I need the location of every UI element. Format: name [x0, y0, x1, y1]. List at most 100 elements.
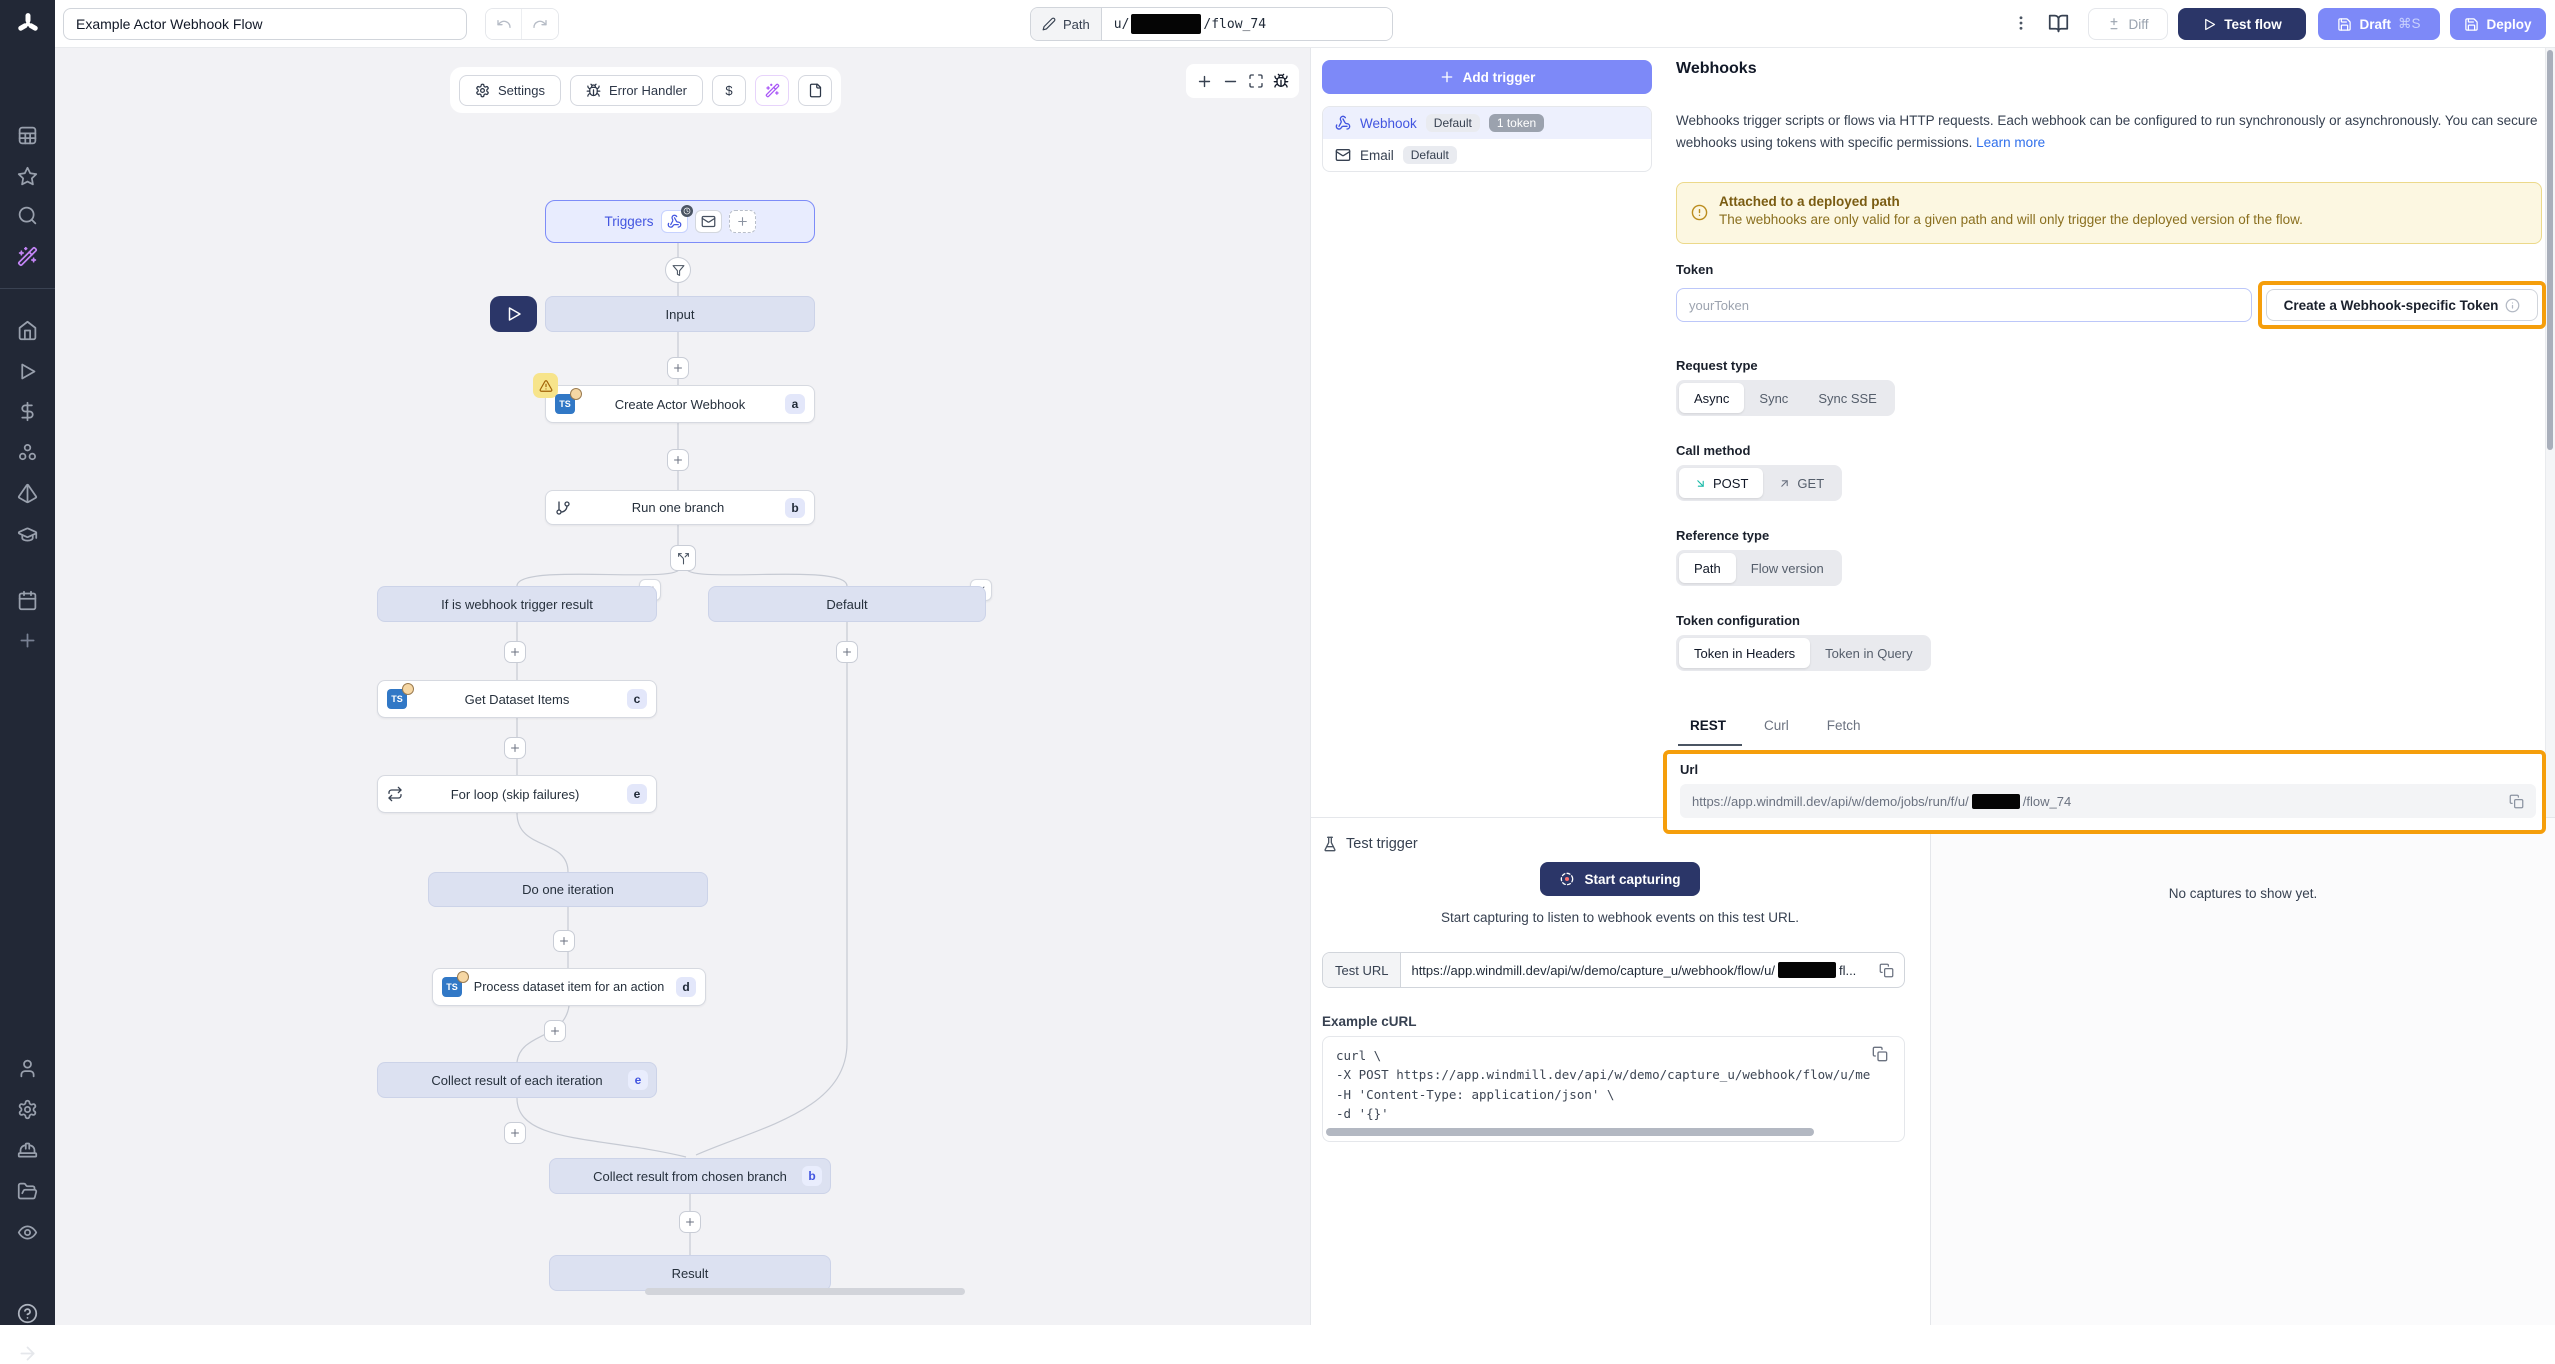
node-result[interactable]: Result	[549, 1255, 831, 1291]
tab-curl[interactable]: Curl	[1764, 718, 1789, 733]
test-flow-button[interactable]: Test flow	[2178, 8, 2306, 40]
expand-arrow-icon[interactable]	[17, 1343, 38, 1364]
node-create-actor-webhook[interactable]: TS Create Actor Webhook a	[533, 373, 815, 423]
undo-button[interactable]	[486, 9, 522, 39]
runs-play-icon[interactable]	[17, 361, 38, 382]
help-icon[interactable]	[17, 1303, 38, 1324]
zoom-in-icon[interactable]	[1196, 73, 1213, 90]
variables-dollar-icon[interactable]	[17, 401, 38, 422]
node-process-dataset-item[interactable]: TS Process dataset item for an action d	[432, 968, 706, 1006]
insert-step-button[interactable]	[679, 1211, 701, 1233]
node-triggers[interactable]: Triggers	[545, 200, 815, 243]
tab-rest[interactable]: REST	[1690, 718, 1727, 733]
error-handler-button[interactable]: Error Handler	[569, 74, 704, 106]
variables-button[interactable]: $	[712, 74, 747, 106]
node-run-one-branch[interactable]: Run one branch b	[545, 490, 815, 525]
node-branch-default[interactable]: Default	[708, 586, 986, 622]
deploy-button[interactable]: Deploy	[2450, 8, 2546, 40]
insert-step-button[interactable]	[544, 1020, 566, 1042]
fit-view-icon[interactable]	[1248, 73, 1264, 89]
ai-wand-button[interactable]	[755, 74, 790, 106]
start-capturing-button[interactable]: Start capturing	[1540, 862, 1700, 896]
curl-horizontal-scrollbar[interactable]	[1326, 1128, 1814, 1136]
input-filter-node[interactable]	[665, 257, 691, 283]
option-token-headers[interactable]: Token in Headers	[1679, 638, 1811, 668]
option-post[interactable]: POST	[1679, 468, 1764, 498]
insert-step-button[interactable]	[504, 641, 526, 663]
learn-cap-icon[interactable]	[17, 524, 38, 545]
redo-button[interactable]	[522, 9, 558, 39]
settings-gear-icon[interactable]	[17, 1099, 38, 1120]
ai-wand-icon[interactable]	[17, 246, 38, 267]
insert-step-button[interactable]	[504, 737, 526, 759]
node-get-dataset-items[interactable]: TS Get Dataset Items c	[377, 680, 657, 718]
no-captures-message: No captures to show yet.	[2168, 886, 2318, 901]
audit-eye-icon[interactable]	[17, 1222, 38, 1243]
learn-more-link[interactable]: Learn more	[1976, 135, 2046, 151]
trigger-row-webhook[interactable]: Webhook Default 1 token	[1323, 107, 1651, 139]
debug-bug-icon[interactable]	[1273, 73, 1289, 89]
node-collect-chosen-branch[interactable]: Collect result from chosen branch b	[549, 1158, 831, 1194]
docs-button[interactable]	[2048, 13, 2069, 34]
plus-icon	[684, 1216, 696, 1228]
token-input[interactable]	[1676, 288, 2252, 322]
draft-button[interactable]: Draft ⌘S	[2318, 8, 2440, 40]
email-trigger-pill[interactable]	[694, 210, 722, 233]
insert-step-button[interactable]	[667, 449, 689, 471]
option-path[interactable]: Path	[1679, 553, 1736, 583]
diff-button[interactable]: Diff	[2088, 8, 2168, 40]
test-url-value[interactable]: https://app.windmill.dev/api/w/demo/capt…	[1401, 953, 1904, 987]
trigger-row-email[interactable]: Email Default	[1323, 139, 1651, 171]
panel-scrollbar-thumb[interactable]	[2547, 50, 2553, 450]
favorites-star-icon[interactable]	[17, 166, 38, 187]
schedules-calendar-icon[interactable]	[17, 590, 38, 611]
folders-icon[interactable]	[17, 1181, 38, 1202]
annotation-box-url: Url https://app.windmill.dev/api/w/demo/…	[1663, 750, 2546, 834]
node-for-loop[interactable]: For loop (skip failures) e	[377, 775, 657, 813]
pyramid-icon[interactable]	[17, 483, 38, 504]
zoom-out-icon[interactable]	[1222, 73, 1239, 90]
create-webhook-token-button[interactable]: Create a Webhook-specific Token	[2266, 289, 2538, 321]
windmill-logo[interactable]	[0, 0, 55, 48]
flow-settings-button[interactable]: Settings	[459, 74, 561, 106]
workers-hardhat-icon[interactable]	[17, 1140, 38, 1161]
node-do-one-iteration[interactable]: Do one iteration	[428, 872, 708, 907]
webhook-trigger-pill[interactable]	[660, 205, 693, 233]
canvas-zoom-controls	[1186, 64, 1299, 98]
add-plus-icon[interactable]	[17, 630, 38, 651]
option-flow-version[interactable]: Flow version	[1750, 560, 1824, 576]
tab-fetch[interactable]: Fetch	[1826, 718, 1861, 733]
run-input-button[interactable]	[490, 296, 537, 332]
path-input[interactable]: u//flow_74	[1101, 8, 1392, 40]
apps-grid-icon[interactable]	[17, 125, 38, 146]
copy-icon[interactable]	[2509, 794, 2524, 809]
insert-step-button[interactable]	[553, 930, 575, 952]
canvas-horizontal-scrollbar[interactable]	[645, 1288, 965, 1295]
insert-step-button[interactable]	[836, 641, 858, 663]
insert-step-button[interactable]	[504, 1122, 526, 1144]
url-field[interactable]: https://app.windmill.dev/api/w/demo/jobs…	[1680, 784, 2536, 818]
option-get[interactable]: GET	[1763, 468, 1839, 498]
option-async[interactable]: Async	[1679, 383, 1745, 413]
branch-split-node[interactable]	[670, 545, 696, 571]
export-doc-button[interactable]	[798, 74, 833, 106]
option-sync[interactable]: Sync	[1759, 390, 1789, 406]
node-collect-each-iteration[interactable]: Collect result of each iteration e	[377, 1062, 657, 1098]
flow-canvas[interactable]: Settings Error Handler $ Triggers Input …	[55, 48, 1310, 1325]
flow-title-input[interactable]	[63, 8, 467, 40]
copy-icon[interactable]	[1879, 963, 1894, 978]
add-trigger-pill[interactable]	[728, 210, 756, 233]
search-icon[interactable]	[17, 205, 38, 226]
insert-step-button[interactable]	[667, 357, 689, 379]
add-trigger-button[interactable]: Add trigger	[1322, 60, 1652, 94]
example-curl-code[interactable]: curl \ -X POST https://app.windmill.dev/a…	[1322, 1036, 1905, 1142]
option-token-query[interactable]: Token in Query	[1825, 645, 1913, 661]
copy-icon[interactable]	[1872, 1046, 1888, 1062]
user-icon[interactable]	[17, 1058, 38, 1079]
node-input[interactable]: Input	[545, 296, 815, 332]
node-branch-if[interactable]: If is webhook trigger result	[377, 586, 657, 622]
option-sync-sse[interactable]: Sync SSE	[1818, 390, 1877, 406]
home-icon[interactable]	[17, 320, 38, 341]
more-menu-button[interactable]	[2012, 14, 2030, 32]
resources-icon[interactable]	[17, 442, 38, 463]
